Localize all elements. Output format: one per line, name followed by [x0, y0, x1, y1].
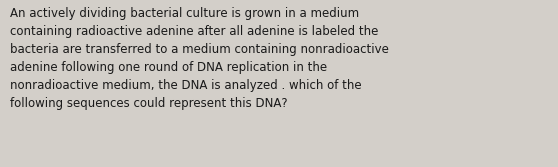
Text: An actively dividing bacterial culture is grown in a medium
containing radioacti: An actively dividing bacterial culture i… — [10, 7, 389, 110]
